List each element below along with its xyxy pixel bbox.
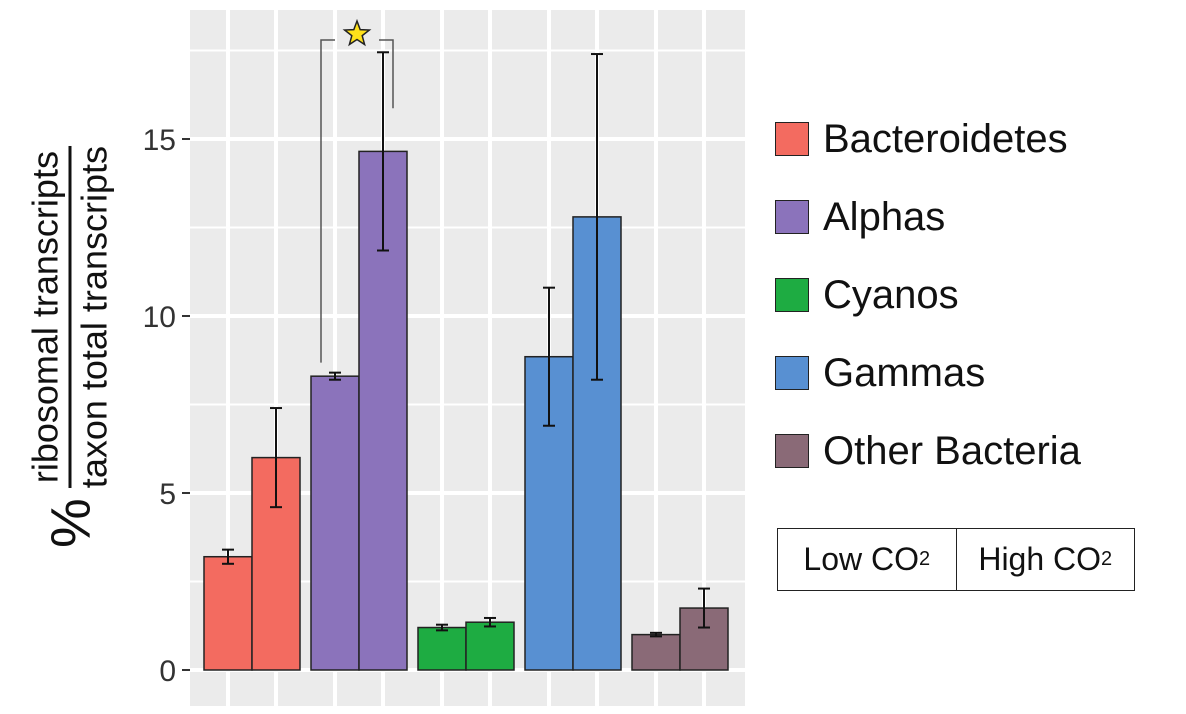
legend-item-gammas: Gammas (775, 334, 1081, 412)
y-tick-label-0: 0 (159, 655, 176, 688)
legend-item-other-bacteria: Other Bacteria (775, 412, 1081, 490)
significance-star-icon (342, 18, 372, 47)
legend-item-alphas: Alphas (775, 178, 1081, 256)
y-axis-label-numerator: ribosomal transcripts (24, 151, 66, 484)
bar-other-bacteria-low-co2 (631, 633, 681, 671)
y-axis-label-percent: % (38, 498, 102, 548)
y-axis-label-fraction: ribosomal transcripts taxon total transc… (24, 146, 115, 489)
y-axis-label-denominator: taxon total transcripts (73, 146, 115, 489)
legend-label-bacteroidetes: Bacteroidetes (823, 116, 1068, 161)
condition-key-high-subscript: 2 (1101, 548, 1113, 570)
legend: Bacteroidetes Alphas Cyanos Gammas Other… (775, 100, 1081, 490)
bar-cyanos-high-co2 (465, 621, 515, 671)
bar-cyanos-low-co2 (417, 626, 467, 671)
y-tick-label-5: 5 (159, 478, 176, 511)
legend-swatch-bacteroidetes (775, 122, 809, 156)
legend-label-cyanos: Cyanos (823, 272, 959, 317)
condition-key: Low CO 2 High CO 2 (777, 528, 1135, 591)
legend-label-alphas: Alphas (823, 194, 946, 239)
condition-key-low-subscript: 2 (918, 548, 931, 570)
legend-item-cyanos: Cyanos (775, 256, 1081, 334)
condition-key-high-co2: High CO 2 (955, 529, 1135, 590)
y-axis-label-fraction-bar (68, 146, 72, 489)
legend-swatch-cyanos (775, 278, 809, 312)
bar-alphas-low-co2 (310, 375, 360, 671)
y-tick-label-15: 15 (143, 124, 176, 157)
condition-key-low-co2: Low CO 2 (778, 529, 956, 590)
legend-swatch-gammas (775, 356, 809, 390)
y-axis-label: % ribosomal transcripts taxon total tran… (24, 146, 115, 548)
condition-key-low-text: Low CO (803, 541, 919, 577)
legend-label-other-bacteria: Other Bacteria (823, 428, 1081, 473)
legend-item-bacteroidetes: Bacteroidetes (775, 100, 1081, 178)
significance-bracket (320, 39, 394, 363)
legend-swatch-other-bacteria (775, 434, 809, 468)
condition-key-high-text: High CO (978, 541, 1102, 577)
legend-swatch-alphas (775, 200, 809, 234)
y-tick-label-10: 10 (143, 301, 176, 334)
legend-label-gammas: Gammas (823, 350, 986, 395)
bar-bacteroidetes-low-co2 (203, 555, 253, 671)
